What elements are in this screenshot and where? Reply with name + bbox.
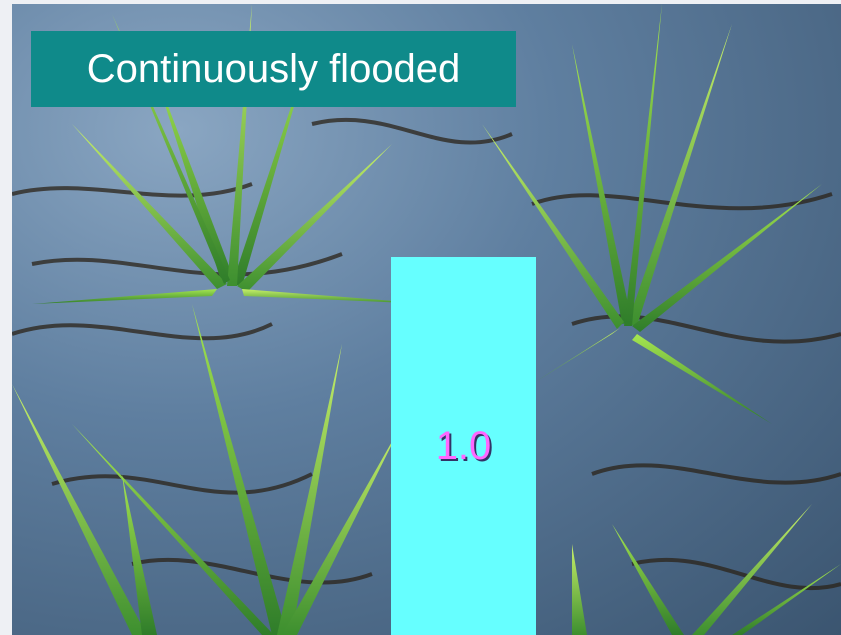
value-bar: 1.0 [391, 257, 536, 635]
label-text: Continuously flooded [86, 46, 461, 91]
rice-plants-illustration [12, 4, 841, 635]
bar-value-text: 1.0 [435, 423, 492, 468]
rice-clump-bottom-left [12, 304, 402, 635]
rice-clump-bottom-right [572, 504, 841, 635]
rice-paddy-photo [12, 4, 841, 635]
continuously-flooded-label: Continuously flooded [31, 31, 516, 107]
leaf-shadows [12, 117, 841, 591]
rice-clump-right [482, 4, 822, 424]
